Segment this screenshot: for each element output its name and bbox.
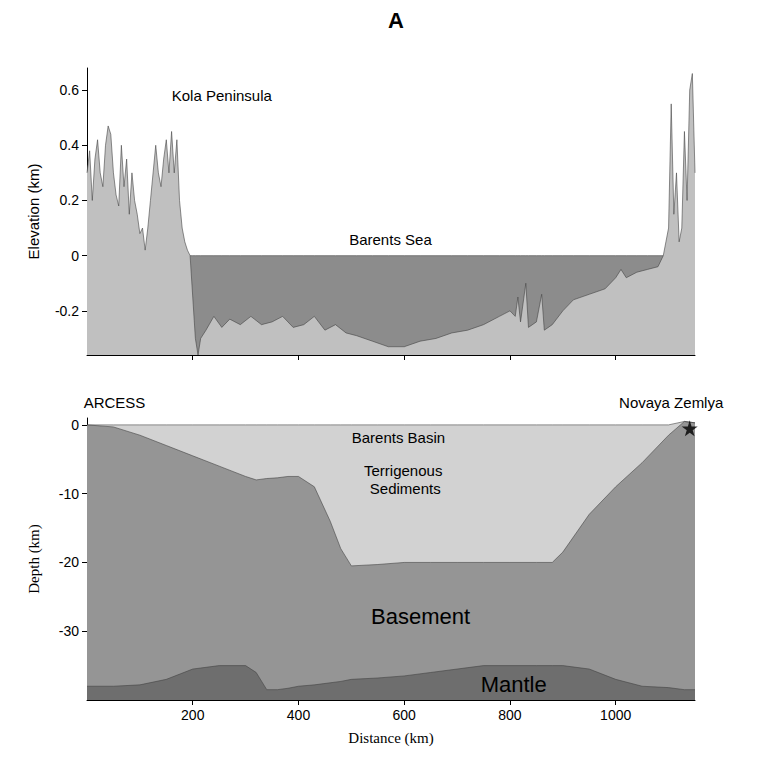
svg-text:Novaya Zemlya: Novaya Zemlya (619, 394, 724, 411)
svg-text:Mantle: Mantle (481, 672, 547, 697)
svg-text:Elevation (km): Elevation (km) (25, 164, 42, 260)
svg-text:0.4: 0.4 (60, 137, 80, 153)
svg-text:Sediments: Sediments (370, 480, 441, 497)
svg-text:600: 600 (393, 707, 417, 723)
svg-text:A: A (388, 8, 404, 33)
svg-text:0: 0 (71, 417, 79, 433)
svg-text:800: 800 (498, 707, 522, 723)
svg-text:0.2: 0.2 (60, 192, 80, 208)
svg-text:0.6: 0.6 (60, 82, 80, 98)
svg-text:ARCESS: ARCESS (84, 394, 146, 411)
svg-text:-0.2: -0.2 (55, 303, 79, 319)
svg-text:Distance (km): Distance (km) (348, 730, 433, 747)
svg-text:1000: 1000 (600, 707, 631, 723)
svg-text:Terrigenous: Terrigenous (364, 462, 447, 479)
svg-text:400: 400 (287, 707, 311, 723)
svg-text:Barents Basin: Barents Basin (352, 429, 445, 446)
svg-text:Barents Sea: Barents Sea (349, 231, 432, 248)
svg-text:Depth (km): Depth (km) (26, 524, 43, 594)
svg-text:-10: -10 (59, 486, 79, 502)
svg-text:Kola Peninsula: Kola Peninsula (172, 87, 273, 104)
svg-text:Basement: Basement (371, 604, 470, 629)
svg-text:-20: -20 (59, 554, 79, 570)
svg-text:-30: -30 (59, 623, 79, 639)
svg-text:0: 0 (71, 248, 79, 264)
svg-text:200: 200 (181, 707, 205, 723)
